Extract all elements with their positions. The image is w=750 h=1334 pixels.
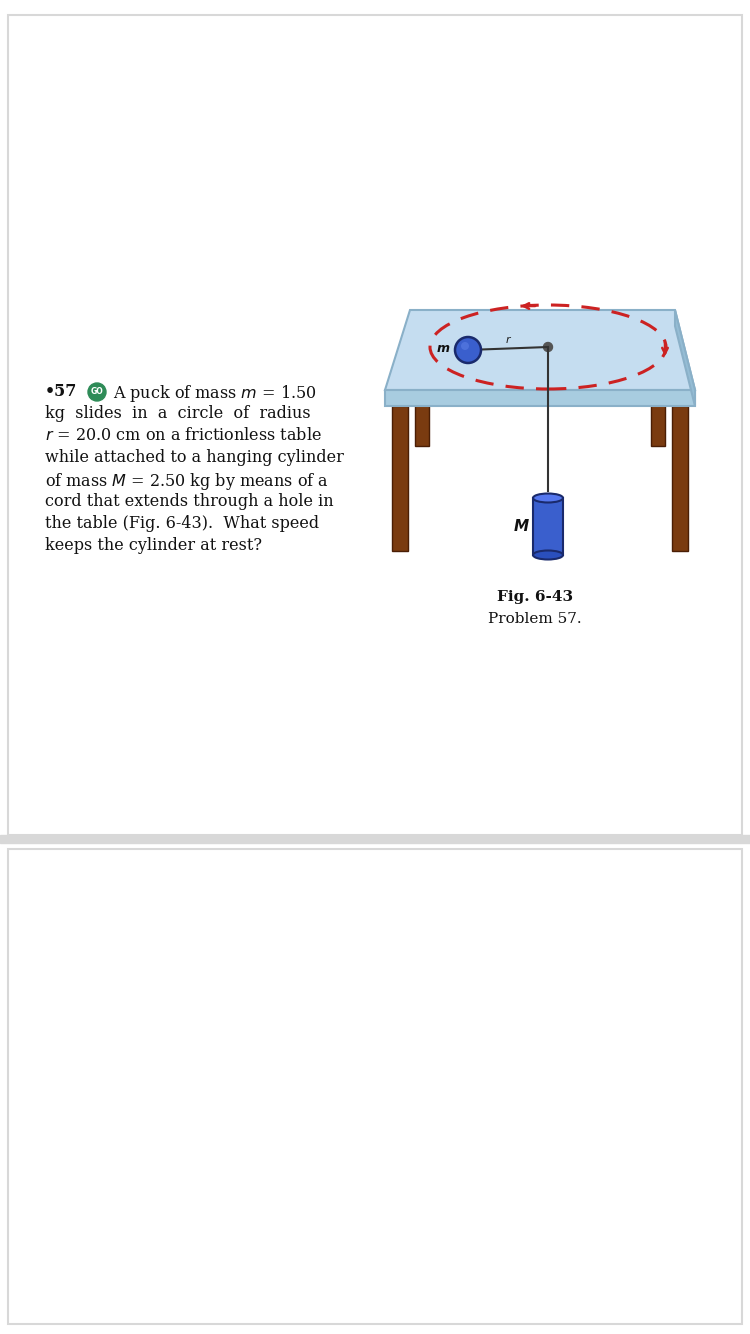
Text: while attached to a hanging cylinder: while attached to a hanging cylinder bbox=[45, 450, 344, 466]
Polygon shape bbox=[392, 406, 408, 551]
Text: keeps the cylinder at rest?: keeps the cylinder at rest? bbox=[45, 538, 262, 554]
Text: M: M bbox=[514, 519, 529, 534]
Circle shape bbox=[455, 338, 481, 363]
Ellipse shape bbox=[533, 551, 563, 559]
Polygon shape bbox=[415, 325, 429, 446]
Polygon shape bbox=[385, 309, 695, 390]
Text: kg  slides  in  a  circle  of  radius: kg slides in a circle of radius bbox=[45, 406, 310, 422]
Text: of mass $M$ = 2.50 kg by means of a: of mass $M$ = 2.50 kg by means of a bbox=[45, 471, 328, 492]
Text: the table (Fig. 6-43).  What speed: the table (Fig. 6-43). What speed bbox=[45, 515, 320, 532]
Text: m: m bbox=[437, 343, 450, 355]
FancyBboxPatch shape bbox=[8, 15, 742, 835]
Text: cord that extends through a hole in: cord that extends through a hole in bbox=[45, 494, 334, 510]
Polygon shape bbox=[675, 309, 695, 406]
Bar bbox=[0, 835, 750, 843]
Text: r: r bbox=[506, 335, 510, 346]
Polygon shape bbox=[651, 325, 665, 446]
Text: $r$ = 20.0 cm on a frictionless table: $r$ = 20.0 cm on a frictionless table bbox=[45, 427, 322, 444]
Ellipse shape bbox=[533, 494, 563, 503]
Text: GO: GO bbox=[91, 387, 104, 396]
Text: Fig. 6-43: Fig. 6-43 bbox=[497, 590, 573, 604]
FancyBboxPatch shape bbox=[8, 848, 742, 1325]
Polygon shape bbox=[385, 390, 695, 406]
Polygon shape bbox=[533, 498, 563, 555]
Circle shape bbox=[461, 342, 469, 350]
Circle shape bbox=[544, 343, 553, 351]
Polygon shape bbox=[672, 406, 688, 551]
Text: Problem 57.: Problem 57. bbox=[488, 612, 582, 626]
Circle shape bbox=[88, 383, 106, 402]
Text: A puck of mass $m$ = 1.50: A puck of mass $m$ = 1.50 bbox=[113, 383, 316, 404]
Text: •57: •57 bbox=[45, 383, 77, 400]
